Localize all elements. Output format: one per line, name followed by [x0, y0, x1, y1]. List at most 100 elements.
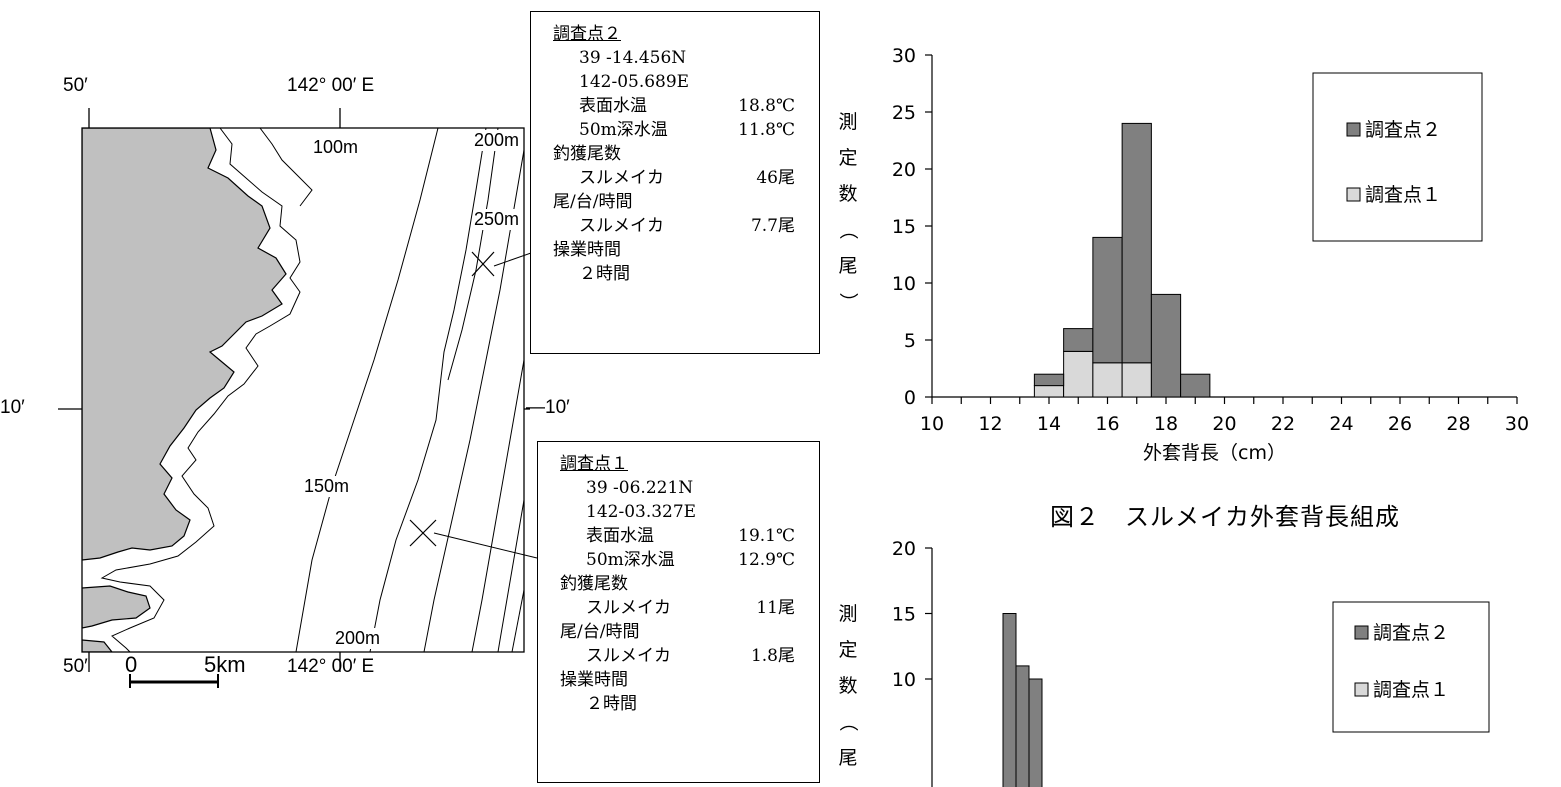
depth-label-150m: 150m: [304, 476, 350, 497]
scale-zero-label: 0: [125, 652, 138, 677]
legend-box: [1312, 72, 1483, 242]
y-axis-label-char: 尾: [838, 255, 857, 277]
x-tick-label: 28: [1446, 413, 1470, 435]
y-axis-label-char: 定: [838, 147, 857, 169]
station1-cpue-value: 1.8尾: [750, 646, 795, 666]
bottom-lon-left-label: 50′: [63, 656, 88, 677]
y-tick-label: 20: [892, 538, 916, 560]
legend-swatch: [1354, 625, 1369, 640]
station1-marker: [409, 519, 437, 547]
bar-station2: [1150, 293, 1182, 398]
legend-label: 調査点２: [1365, 119, 1441, 141]
legend-swatch: [1346, 187, 1361, 202]
bar-station1: [1121, 362, 1152, 398]
depth-label-200m-bottom: 200m: [335, 628, 381, 649]
depth-label-100m: 100m: [313, 137, 359, 158]
bar-station2: [1063, 328, 1094, 352]
x-tick-label: 10: [920, 413, 944, 435]
length-composition-chart: 0 5 10 15 20 25 30 10 12 14 16 18 20 22 24 26 28 30 外套背長（c…: [837, 45, 1529, 464]
station2-catch-value: 46尾: [756, 168, 795, 188]
second-histogram-chart: 10 15 20 測定数 （ 尾 調査点２ 調査点１: [837, 538, 1490, 787]
y-axis-label-char: 数: [838, 183, 857, 205]
y-tick-label: 10: [892, 669, 916, 691]
scale-km-label: 5km: [204, 652, 246, 677]
bar-station2: [1180, 373, 1211, 398]
y-axis-label-char: 定: [838, 639, 857, 661]
station1-sst-label: 表面水温: [586, 526, 654, 546]
x-tick-label: 16: [1095, 413, 1119, 435]
station1-title: 調査点１: [560, 454, 628, 474]
y-tick-label: 30: [892, 45, 916, 67]
bar-station2: [1121, 122, 1152, 364]
station2-lat: 39 -14.456N: [579, 48, 687, 68]
station2-t50-label: 50m深水温: [579, 120, 668, 140]
station2-ophours-label: 操業時間: [553, 240, 621, 260]
station1-species: スルメイカ: [586, 598, 671, 618]
station2-marker: [471, 251, 495, 277]
station2-cpue-value: 7.7尾: [750, 216, 795, 236]
x-tick-label: 24: [1329, 413, 1353, 435]
y-tick-label: 25: [892, 102, 916, 124]
bottom-lon-right-label: 142° 00′ E: [287, 656, 375, 677]
bar-station1: [1063, 350, 1094, 398]
x-tick-label: 14: [1037, 413, 1061, 435]
station1-lon: 142-03.327E: [586, 502, 697, 522]
station1-t50-value: 12.9℃: [738, 550, 795, 570]
station2-catch-label: 釣獲尾数: [553, 144, 621, 164]
x-tick-label: 18: [1154, 413, 1178, 435]
station1-t50-label: 50m深水温: [586, 550, 675, 570]
station2-t50-value: 11.8℃: [738, 120, 795, 140]
y-axis-label-char: （: [837, 220, 859, 239]
station1-lat: 39 -06.221N: [586, 478, 694, 498]
top-lon-left-label: 50′: [63, 75, 88, 96]
y-tick-label: 0: [904, 387, 916, 409]
land-mass: [82, 128, 287, 561]
station1-catch-value: 11尾: [756, 598, 795, 618]
lat-right-label: —10′: [526, 397, 570, 418]
bar-station1: [1033, 385, 1065, 398]
bar-station2: [1033, 373, 1065, 387]
x-axis-label: 外套背長（cm）: [1143, 442, 1286, 464]
station1-cpue-species: スルメイカ: [586, 646, 671, 666]
x-tick-label: 30: [1505, 413, 1529, 435]
scale-bar: [129, 674, 219, 688]
x-tick-label: 12: [978, 413, 1002, 435]
figure-caption: 図２ スルメイカ外套背長組成: [1050, 503, 1400, 531]
legend-box: [1332, 601, 1490, 733]
x-tick-label: 26: [1388, 413, 1412, 435]
station2-lon: 142-05.689E: [579, 72, 690, 92]
y-axis-label-char: ）: [837, 292, 859, 311]
y-tick-label: 15: [892, 604, 916, 626]
bar-station2: [1092, 236, 1123, 364]
lat-left-label: 10′: [0, 397, 25, 418]
station1-sst-value: 19.1℃: [738, 526, 795, 546]
y-axis-label-char: （: [837, 712, 859, 731]
station2-sst-value: 18.8℃: [738, 96, 795, 116]
y-tick-label: 15: [892, 216, 916, 238]
y-axis-label-char: 測: [838, 603, 857, 625]
station1-catch-label: 釣獲尾数: [560, 574, 628, 594]
legend-swatch: [1354, 682, 1369, 697]
top-lon-right-label: 142° 00′ E: [287, 75, 375, 96]
station2-sst-label: 表面水温: [579, 96, 647, 116]
x-tick-label: 20: [1212, 413, 1236, 435]
legend-swatch: [1346, 122, 1361, 137]
y-axis-label-char: 測: [838, 111, 857, 133]
station1-info-box: 調査点１ 39 -06.221N 142-03.327E 表面水温 19.1℃ 5…: [537, 441, 820, 783]
station2-species: スルメイカ: [579, 168, 664, 188]
legend-label: 調査点１: [1365, 184, 1441, 206]
bar-station2: [1028, 678, 1043, 787]
station2-cpue-species: スルメイカ: [579, 216, 664, 236]
bar-station2: [1002, 613, 1017, 787]
y-axis-label-char: 尾: [838, 747, 857, 769]
y-tick-label: 20: [892, 159, 916, 181]
legend-label: 調査点２: [1373, 622, 1449, 644]
station2-cpue-label: 尾/台/時間: [553, 192, 633, 212]
station2-info-box: 調査点２ 39 -14.456N 142-05.689E 表面水温 18.8℃ 5…: [530, 11, 820, 354]
legend-label: 調査点１: [1373, 679, 1449, 701]
y-tick-label: 10: [892, 273, 916, 295]
bar-station1: [1092, 362, 1123, 398]
x-tick-label: 22: [1271, 413, 1295, 435]
station1-ophours-value: ２時間: [586, 694, 637, 714]
depth-label-250m: 250m: [474, 209, 520, 230]
